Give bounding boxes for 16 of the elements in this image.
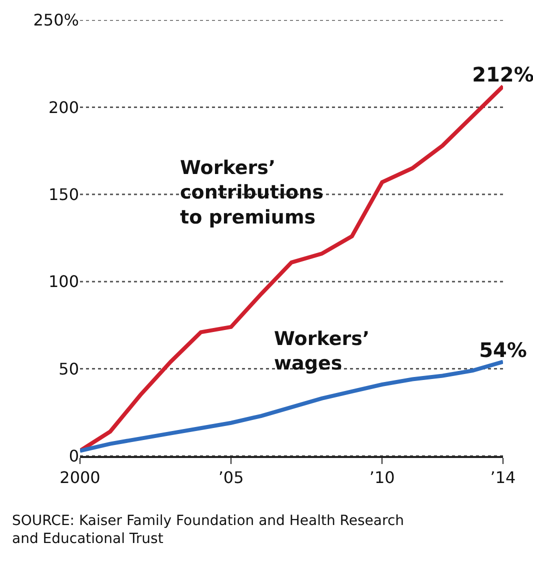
y-tick-label: 100 — [48, 272, 79, 292]
series-label: Workers’ contributions to premiums — [180, 157, 324, 228]
y-tick-label: 200 — [48, 98, 79, 117]
x-tick-label: ’10 — [369, 468, 395, 488]
x-tick-label: ’05 — [218, 468, 244, 488]
line-series — [80, 360, 503, 453]
data-label: 54% — [479, 338, 527, 362]
x-tick-label: 2000 — [60, 468, 100, 488]
y-tick-label: 50 — [58, 359, 79, 378]
y-tick-label: 150 — [48, 185, 79, 204]
data-label: 212% — [472, 62, 533, 86]
source-note: SOURCE: Kaiser Family Foundation and Health Research and Educational Trust — [12, 513, 404, 548]
x-tick-label: ’14 — [490, 468, 516, 488]
y-tick-label: 250% — [33, 10, 79, 30]
series-label: Workers’ wages — [274, 328, 370, 375]
y-tick-label: 0 — [68, 446, 79, 466]
